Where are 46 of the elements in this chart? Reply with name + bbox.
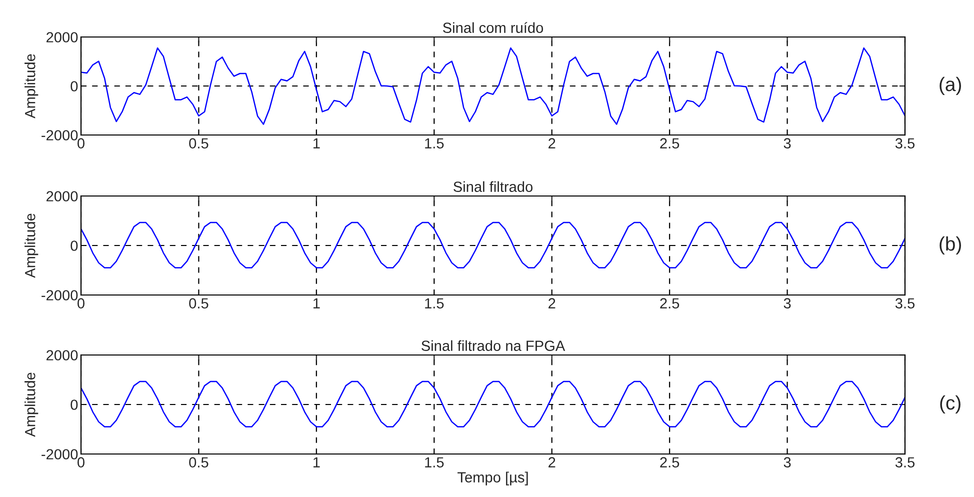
x-tick-label: 2.5 xyxy=(660,298,680,308)
y-tick-label: 0 xyxy=(70,400,78,410)
y-tick-label: -2000 xyxy=(42,290,78,300)
chart-title: Sinal com ruído xyxy=(443,22,544,33)
x-tick-label: 1.5 xyxy=(425,138,444,148)
y-tick-label: 2000 xyxy=(46,350,78,360)
x-tick-label: 3.5 xyxy=(895,138,915,148)
text: (b) xyxy=(940,236,961,255)
x-tick-label: 3 xyxy=(784,298,791,308)
text: (a) xyxy=(940,76,961,96)
x-tick-label: 0.5 xyxy=(189,138,208,148)
x-tick-label: 1 xyxy=(313,298,320,308)
y-tick-label: 2000 xyxy=(46,32,78,42)
x-tick-label: 2.5 xyxy=(660,457,680,468)
x-tick-label: 2 xyxy=(548,457,556,468)
x-tick-label: 3.5 xyxy=(895,298,915,308)
y-axis-title: Amplitude xyxy=(24,372,38,437)
y-tick-label: -2000 xyxy=(42,449,78,460)
chart-title: Sinal filtrado na FPGA xyxy=(422,340,566,351)
line-series xyxy=(81,380,905,428)
x-tick-label: 2.5 xyxy=(660,138,680,148)
line-series xyxy=(81,47,905,125)
x-tick-label: 0 xyxy=(78,457,84,468)
line-series xyxy=(81,222,905,268)
x-tick-label: 3 xyxy=(784,138,791,148)
y-tick-label: -2000 xyxy=(42,130,78,140)
y-axis-title: Amplitude xyxy=(24,214,38,278)
x-tick-label: 1 xyxy=(313,457,320,468)
x-tick-label: 1.5 xyxy=(425,457,444,468)
x-tick-label: 0 xyxy=(78,298,84,308)
x-tick-label: 1 xyxy=(313,138,320,148)
x-tick-label: 1.5 xyxy=(425,298,444,308)
y-tick-label: 0 xyxy=(70,240,78,251)
x-tick-label: 0.5 xyxy=(189,457,208,468)
y-tick-label: 0 xyxy=(70,81,78,92)
x-tick-label: 2 xyxy=(548,298,556,308)
y-axis-title: Amplitude xyxy=(24,54,38,118)
x-tick-label: 0 xyxy=(78,138,84,148)
x-tick-label: 0.5 xyxy=(189,298,208,308)
chart-title: Sinal filtrado xyxy=(454,181,533,192)
y-tick-label: 2000 xyxy=(46,191,78,202)
x-tick-label: 3 xyxy=(784,457,791,468)
text: (c) xyxy=(940,395,960,414)
x-axis-title: Tempo [µs] xyxy=(458,472,528,486)
x-tick-label: 2 xyxy=(548,138,556,148)
x-tick-label: 3.5 xyxy=(895,457,915,468)
